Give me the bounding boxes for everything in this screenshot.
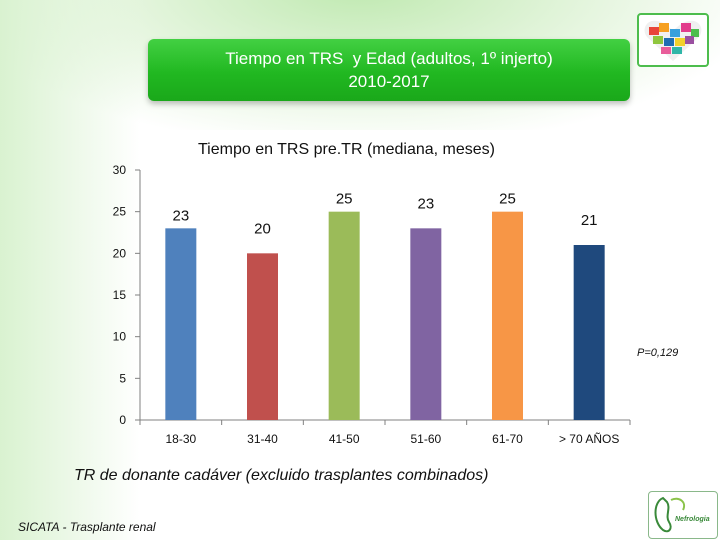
nefrologia-logo-text: Nefrologia (675, 516, 710, 523)
nefrologia-logo-icon (654, 496, 685, 533)
x-category-label: 31-40 (247, 432, 278, 446)
x-category-label: 51-60 (410, 432, 441, 446)
heart-logo-icon (644, 20, 702, 61)
y-tick-label: 10 (113, 330, 127, 344)
heart-logo (637, 13, 709, 67)
x-category-label: > 70 AÑOS (559, 432, 619, 446)
footnote: TR de donante cadáver (excluido trasplan… (74, 467, 489, 484)
x-category-label: 61-70 (492, 432, 523, 446)
bar-value-label: 20 (254, 220, 271, 237)
bars: 23 20 25 23 25 21 (165, 191, 605, 420)
bar-31-40 (247, 253, 278, 420)
bar-18-30 (165, 228, 197, 420)
x-category-label: 41-50 (329, 432, 360, 446)
y-tick-label: 20 (113, 246, 127, 260)
bar-value-label: 21 (581, 212, 598, 229)
bar-value-label: 25 (336, 191, 353, 208)
bar-value-label: 23 (417, 195, 434, 212)
p-value-annotation: P=0,129 (637, 347, 679, 359)
y-tick-label: 0 (119, 413, 126, 427)
bar-chart-svg: 0 5 10 15 20 25 30 18-30 31-40 41-50 51-60 61-70 > … (113, 163, 631, 446)
y-tick-label: 5 (119, 371, 126, 385)
x-category-label: 18-30 (165, 432, 196, 446)
bar-chart: 0 5 10 15 20 25 30 18-30 31-40 41-50 51-60 61-70 > … (100, 160, 640, 450)
y-tick-label: 25 (113, 205, 127, 219)
title-line-2: 2010-2017 (348, 72, 430, 91)
chart-title: Tiempo en TRS pre.TR (mediana, meses) (198, 141, 495, 158)
nefrologia-logo: Nefrologia (648, 491, 718, 539)
source-label: SICATA - Trasplante renal (18, 520, 156, 534)
bar-61-70 (492, 211, 523, 420)
y-tick-label: 30 (113, 163, 127, 177)
bar-70-a-os (573, 245, 605, 420)
bar-41-50 (328, 211, 360, 420)
title-banner: Tiempo en TRS y Edad (adultos, 1º injert… (148, 39, 630, 101)
left-background-glow (0, 0, 140, 540)
bar-value-label: 25 (499, 191, 516, 208)
bar-51-60 (410, 228, 442, 420)
y-axis: 0 5 10 15 20 25 30 (113, 163, 141, 427)
y-tick-label: 15 (113, 288, 127, 302)
title-line-1: Tiempo en TRS y Edad (adultos, 1º injert… (225, 49, 553, 68)
bar-value-label: 23 (172, 207, 189, 224)
x-axis: 18-30 31-40 41-50 51-60 61-70 > 70 AÑOS (139, 419, 631, 446)
